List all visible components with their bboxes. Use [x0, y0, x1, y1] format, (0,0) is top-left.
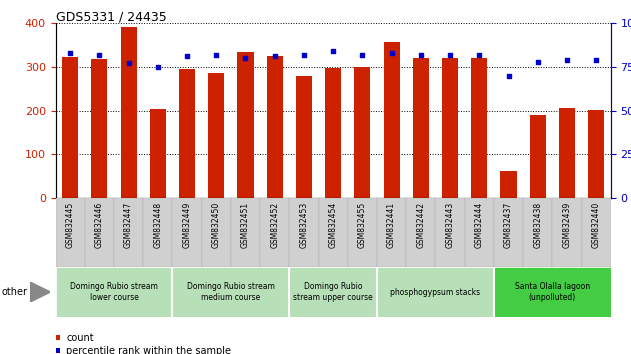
- Bar: [377, 198, 406, 267]
- Text: GSM832454: GSM832454: [329, 202, 338, 248]
- Text: GSM832444: GSM832444: [475, 202, 484, 248]
- Bar: [143, 198, 172, 267]
- Text: GSM832441: GSM832441: [387, 202, 396, 248]
- Bar: [582, 198, 611, 267]
- Text: Domingo Rubio stream
medium course: Domingo Rubio stream medium course: [187, 282, 275, 302]
- Text: GSM832446: GSM832446: [95, 202, 104, 248]
- Bar: [384, 42, 399, 198]
- Text: Santa Olalla lagoon
(unpolluted): Santa Olalla lagoon (unpolluted): [515, 282, 590, 302]
- Point: [182, 53, 192, 59]
- Bar: [85, 198, 114, 267]
- Bar: [231, 198, 260, 267]
- Text: Domingo Rubio
stream upper course: Domingo Rubio stream upper course: [293, 282, 373, 302]
- Bar: [91, 59, 107, 198]
- Text: GSM832445: GSM832445: [66, 202, 74, 248]
- Text: GSM832439: GSM832439: [562, 202, 572, 248]
- Text: GSM832448: GSM832448: [153, 202, 162, 248]
- Bar: [435, 198, 464, 267]
- Bar: [172, 267, 290, 317]
- Text: GSM832443: GSM832443: [445, 202, 454, 248]
- Point: [562, 57, 572, 63]
- Bar: [529, 115, 546, 198]
- Text: GSM832449: GSM832449: [182, 202, 192, 248]
- Text: GSM832453: GSM832453: [300, 202, 309, 248]
- Point: [591, 57, 601, 63]
- Point: [533, 59, 543, 64]
- Text: other: other: [1, 287, 27, 297]
- Text: GSM832455: GSM832455: [358, 202, 367, 248]
- Text: GSM832451: GSM832451: [241, 202, 250, 248]
- Polygon shape: [30, 282, 50, 302]
- Bar: [172, 198, 202, 267]
- Bar: [559, 108, 575, 198]
- Bar: [290, 267, 377, 317]
- Bar: [500, 171, 517, 198]
- Text: GSM832438: GSM832438: [533, 202, 542, 248]
- Bar: [464, 198, 494, 267]
- Text: percentile rank within the sample: percentile rank within the sample: [66, 346, 232, 354]
- Text: GSM832452: GSM832452: [270, 202, 279, 248]
- Point: [504, 73, 514, 79]
- Text: Domingo Rubio stream
lower course: Domingo Rubio stream lower course: [70, 282, 158, 302]
- Bar: [208, 73, 224, 198]
- Point: [475, 52, 485, 57]
- Point: [94, 52, 104, 57]
- Bar: [121, 27, 137, 198]
- Bar: [494, 267, 611, 317]
- Bar: [471, 58, 487, 198]
- Bar: [56, 267, 172, 317]
- Bar: [588, 110, 604, 198]
- Bar: [179, 69, 195, 198]
- Point: [357, 52, 367, 57]
- Point: [211, 52, 221, 57]
- Bar: [114, 198, 143, 267]
- Text: count: count: [66, 333, 94, 343]
- Bar: [355, 67, 370, 198]
- Bar: [377, 267, 494, 317]
- Bar: [325, 68, 341, 198]
- Text: GSM832437: GSM832437: [504, 202, 513, 248]
- Bar: [56, 198, 85, 267]
- Bar: [267, 56, 283, 198]
- Point: [153, 64, 163, 70]
- Bar: [296, 76, 312, 198]
- Text: phosphogypsum stacks: phosphogypsum stacks: [391, 287, 481, 297]
- Bar: [237, 52, 254, 198]
- Point: [240, 55, 251, 61]
- Text: GSM832447: GSM832447: [124, 202, 133, 248]
- Text: GSM832450: GSM832450: [212, 202, 221, 248]
- Text: GSM832440: GSM832440: [592, 202, 601, 248]
- Text: GDS5331 / 24435: GDS5331 / 24435: [56, 11, 167, 24]
- Point: [328, 48, 338, 54]
- Bar: [552, 198, 582, 267]
- Bar: [494, 198, 523, 267]
- Point: [65, 50, 75, 56]
- Point: [416, 52, 426, 57]
- Bar: [62, 57, 78, 198]
- Point: [269, 53, 280, 59]
- Bar: [406, 198, 435, 267]
- Bar: [150, 109, 166, 198]
- Bar: [319, 198, 348, 267]
- Bar: [202, 198, 231, 267]
- Point: [299, 52, 309, 57]
- Bar: [290, 198, 319, 267]
- Bar: [413, 58, 429, 198]
- Point: [387, 50, 397, 56]
- Bar: [348, 198, 377, 267]
- Bar: [260, 198, 290, 267]
- Bar: [523, 198, 552, 267]
- Bar: [442, 58, 458, 198]
- Text: GSM832442: GSM832442: [416, 202, 425, 248]
- Point: [124, 61, 134, 66]
- Point: [445, 52, 455, 57]
